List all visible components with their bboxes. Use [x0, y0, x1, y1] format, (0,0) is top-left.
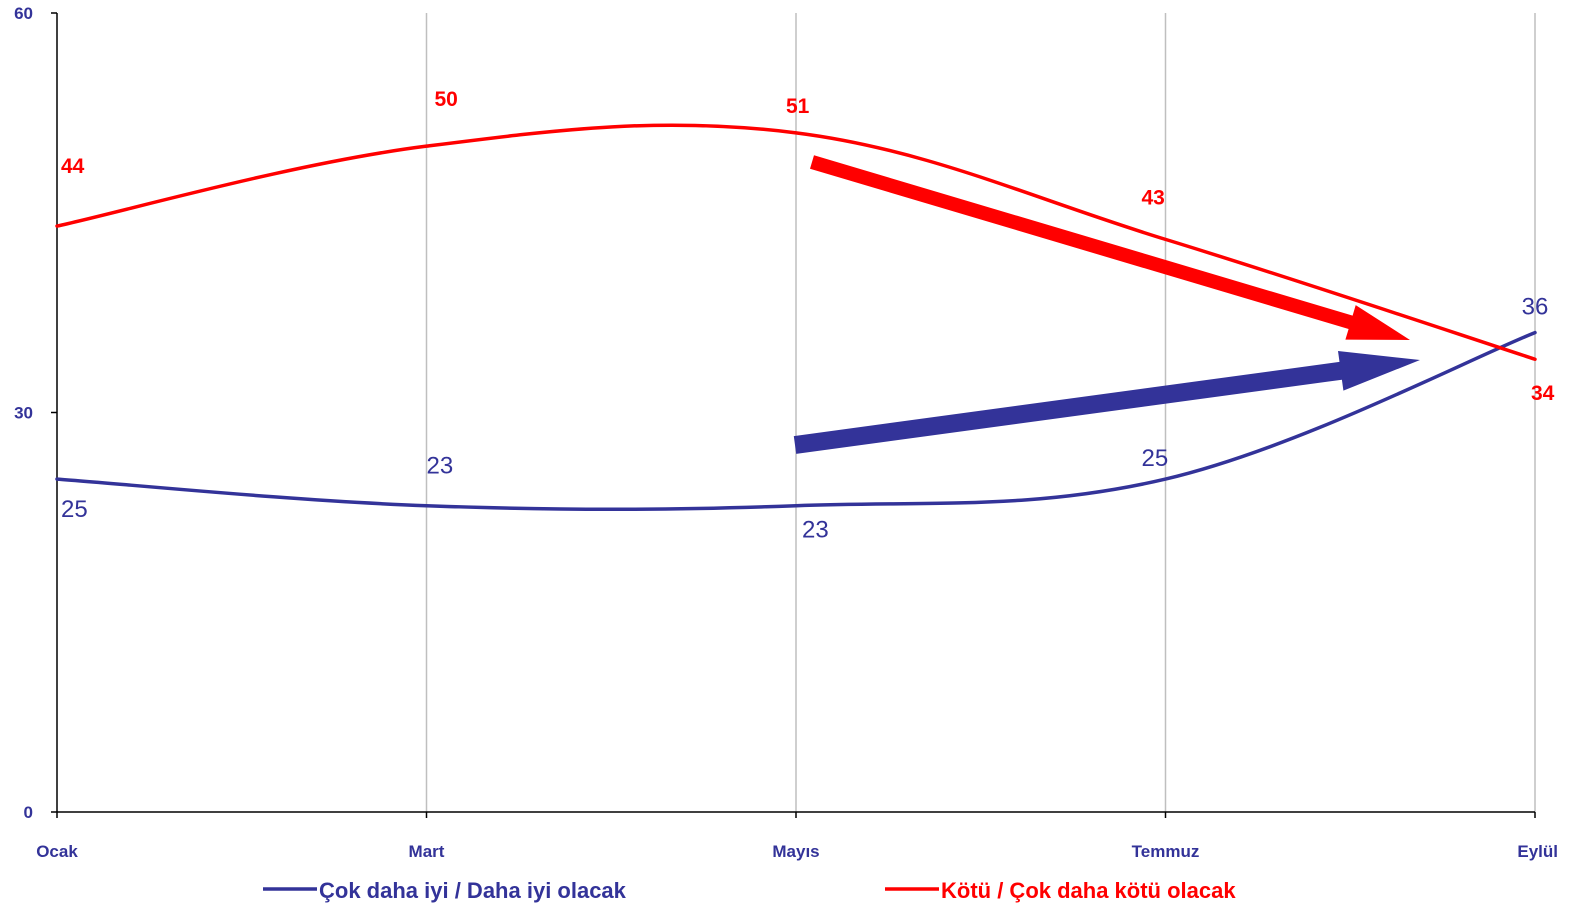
red-trend-arrow: [810, 155, 1410, 340]
data-label-s2-temmuz: 43: [1142, 186, 1165, 209]
x-tick-label-mart: Mart: [409, 842, 445, 861]
blue-trend-arrow: [794, 351, 1420, 454]
data-label-s1-mart: 23: [427, 453, 454, 480]
data-label-s1-ocak: 25: [61, 496, 88, 523]
x-tick-label-mayıs: Mayıs: [772, 842, 819, 861]
data-label-s1-temmuz: 25: [1142, 445, 1169, 472]
annotation-arrows: [794, 155, 1420, 454]
y-tick-label-0: 0: [24, 803, 33, 822]
data-label-s2-ocak: 44: [61, 155, 85, 178]
x-tick-label-temmuz: Temmuz: [1132, 842, 1200, 861]
data-label-s2-eylül: 34: [1531, 382, 1555, 405]
data-label-s1-eylül: 36: [1522, 294, 1549, 321]
data-label-s2-mayıs: 51: [786, 95, 810, 118]
data-label-s1-mayıs: 23: [802, 517, 829, 544]
legend-label-2: Kötü / Çok daha kötü olacak: [941, 878, 1236, 903]
legend: Çok daha iyi / Daha iyi olacak Kötü / Çok…: [263, 878, 1236, 903]
x-tick-label-ocak: Ocak: [36, 842, 78, 861]
y-tick-label-30: 30: [14, 404, 33, 423]
y-tick-label-60: 60: [14, 4, 33, 23]
legend-label-1: Çok daha iyi / Daha iyi olacak: [319, 878, 627, 903]
data-label-s2-mart: 50: [435, 88, 458, 111]
x-tick-label-eylül: Eylül: [1517, 842, 1558, 861]
